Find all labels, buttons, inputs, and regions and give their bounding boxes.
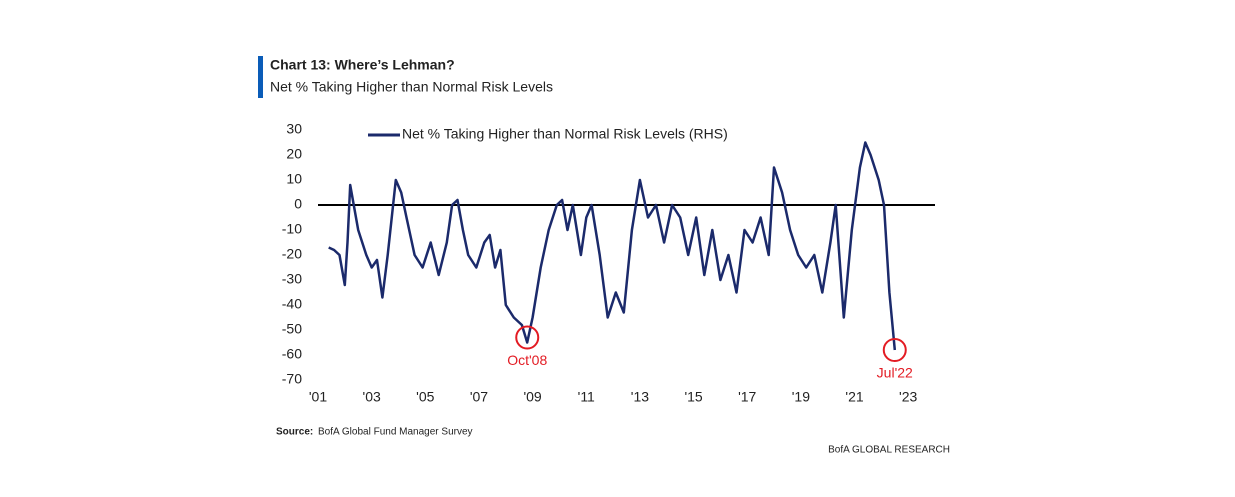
chart-title: Chart 13: Where’s Lehman?: [270, 57, 455, 73]
y-tick-label: 10: [286, 171, 302, 187]
x-tick-label: '05: [416, 389, 434, 405]
annotation-label: Oct'08: [507, 352, 547, 368]
title-bar: [258, 56, 263, 98]
x-tick-label: '03: [363, 389, 381, 405]
y-tick-label: 20: [286, 146, 302, 162]
x-tick-label: '15: [684, 389, 702, 405]
x-tick-label: '17: [738, 389, 756, 405]
y-tick-label: -30: [282, 271, 302, 287]
legend-label: Net % Taking Higher than Normal Risk Lev…: [402, 126, 728, 142]
x-tick-label: '11: [578, 389, 595, 405]
x-tick-label: '21: [845, 389, 863, 405]
y-tick-label: -70: [282, 371, 302, 387]
x-tick-label: '09: [523, 389, 541, 405]
annotation-label: Jul'22: [877, 365, 913, 381]
y-tick-label: -40: [282, 296, 302, 312]
source-label: Source:: [276, 427, 313, 438]
y-tick-label: 0: [294, 196, 302, 212]
y-tick-label: -50: [282, 321, 302, 337]
x-tick-label: '07: [470, 389, 488, 405]
series-line: [328, 141, 897, 351]
y-tick-label: -20: [282, 246, 302, 262]
y-tick-label: -10: [282, 221, 302, 237]
x-tick-label: '01: [309, 389, 327, 405]
x-tick-label: '19: [792, 389, 810, 405]
x-tick-label: '23: [899, 389, 917, 405]
annotation-circle: [515, 325, 540, 350]
x-tick-label: '13: [631, 389, 649, 405]
source: BofA Global Fund Manager Survey: [318, 427, 473, 438]
y-tick-label: 30: [286, 121, 302, 137]
y-tick-label: -60: [282, 346, 302, 362]
annotation-circle: [882, 338, 907, 362]
chart-subtitle: Net % Taking Higher than Normal Risk Lev…: [270, 79, 553, 95]
footer: BofA GLOBAL RESEARCH: [828, 445, 950, 456]
